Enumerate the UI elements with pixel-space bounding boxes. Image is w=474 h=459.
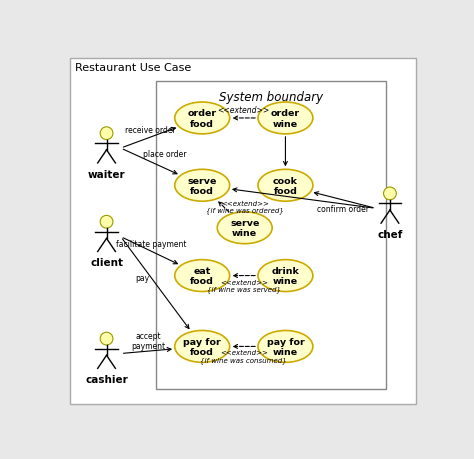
Text: client: client xyxy=(90,257,123,268)
Text: cashier: cashier xyxy=(85,374,128,384)
Circle shape xyxy=(100,216,113,229)
Text: waiter: waiter xyxy=(88,169,125,179)
Text: pay for
food: pay for food xyxy=(183,337,221,356)
Text: cook
food: cook food xyxy=(273,176,298,196)
Text: serve
wine: serve wine xyxy=(230,218,259,238)
Text: drink
wine: drink wine xyxy=(272,266,300,285)
Circle shape xyxy=(100,332,113,345)
Text: confirm order: confirm order xyxy=(317,205,369,214)
Text: eat
food: eat food xyxy=(190,266,214,285)
Ellipse shape xyxy=(217,213,272,244)
Text: <<extend>>
{if wine was consumed}: <<extend>> {if wine was consumed} xyxy=(201,350,287,364)
Text: facilitate payment: facilitate payment xyxy=(116,239,186,248)
Text: order
food: order food xyxy=(188,109,217,129)
Text: order
wine: order wine xyxy=(271,109,300,129)
FancyBboxPatch shape xyxy=(156,82,386,389)
Text: receive order: receive order xyxy=(125,126,175,134)
Ellipse shape xyxy=(258,170,313,202)
Ellipse shape xyxy=(258,260,313,292)
Text: <<extend>>
{if wine was ordered}: <<extend>> {if wine was ordered} xyxy=(206,200,283,214)
Text: chef: chef xyxy=(377,230,402,239)
Ellipse shape xyxy=(258,331,313,363)
Ellipse shape xyxy=(175,103,229,134)
Ellipse shape xyxy=(175,170,229,202)
Text: accept
payment: accept payment xyxy=(131,331,165,351)
Text: pay: pay xyxy=(135,274,149,283)
Text: System boundary: System boundary xyxy=(219,90,323,103)
FancyBboxPatch shape xyxy=(70,59,416,404)
Ellipse shape xyxy=(175,331,229,363)
Ellipse shape xyxy=(175,260,229,292)
Text: pay for
wine: pay for wine xyxy=(266,337,304,356)
Circle shape xyxy=(383,188,396,200)
Text: <<extend>>: <<extend>> xyxy=(218,106,270,114)
Text: serve
food: serve food xyxy=(188,176,217,196)
Ellipse shape xyxy=(258,103,313,134)
Circle shape xyxy=(100,128,113,140)
Text: place order: place order xyxy=(143,150,187,159)
Text: <<extend>>
{if wine was served}: <<extend>> {if wine was served} xyxy=(207,279,281,293)
Text: Restaurant Use Case: Restaurant Use Case xyxy=(75,63,191,73)
